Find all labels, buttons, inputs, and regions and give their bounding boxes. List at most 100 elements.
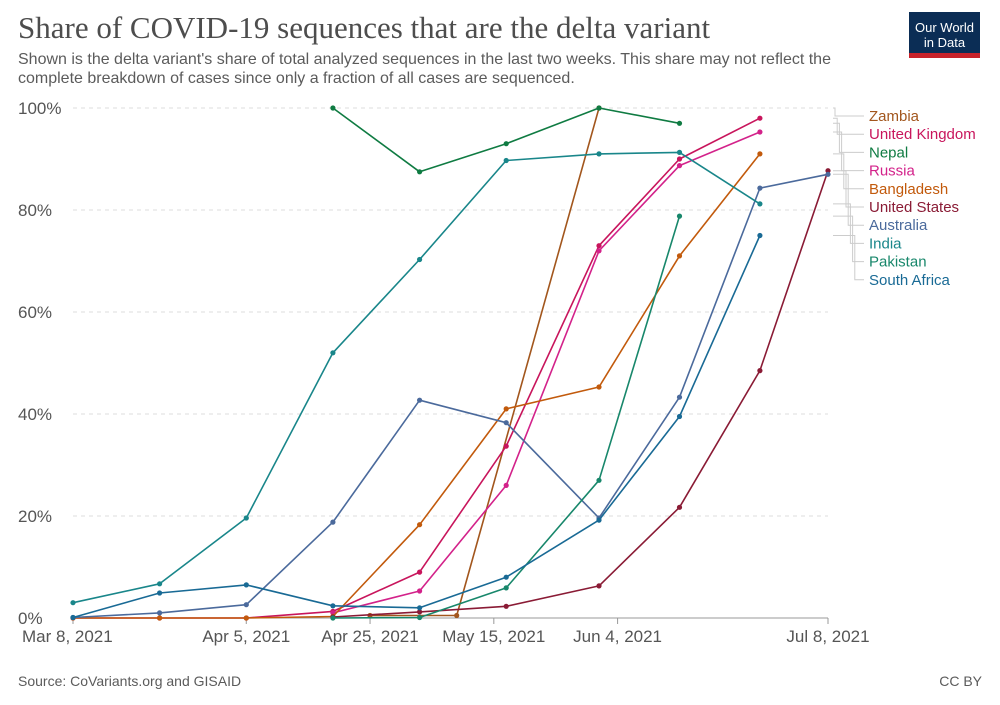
legend-item-south-africa[interactable]: South Africa	[833, 235, 951, 289]
series-line-bangladesh[interactable]	[73, 153, 761, 619]
legend-label[interactable]: Australia	[869, 217, 928, 234]
data-point-bangladesh[interactable]	[757, 151, 763, 157]
source-note[interactable]: Source: CoVariants.org and GISAID	[18, 673, 242, 689]
legend-item-russia[interactable]: Russia	[833, 131, 916, 180]
data-point-zambia[interactable]	[454, 612, 460, 619]
data-point-russia[interactable]	[596, 248, 602, 254]
data-point-pakistan[interactable]	[596, 477, 602, 483]
data-point-australia[interactable]	[243, 602, 249, 608]
data-point-south-africa[interactable]	[70, 614, 76, 621]
x-tick-label: Jul 8, 2021	[786, 627, 869, 646]
data-point-south-africa[interactable]	[596, 517, 602, 523]
legend-label[interactable]: United States	[869, 199, 959, 216]
legend-label[interactable]: Zambia	[869, 108, 920, 125]
data-point-united-kingdom[interactable]	[417, 569, 423, 575]
series-line-united-kingdom[interactable]	[73, 117, 761, 619]
data-point-australia[interactable]	[417, 397, 423, 403]
data-point-india[interactable]	[757, 201, 763, 207]
data-point-nepal[interactable]	[596, 105, 602, 111]
data-point-united-kingdom[interactable]	[596, 243, 602, 249]
data-point-united-states[interactable]	[503, 603, 509, 609]
data-point-united-kingdom[interactable]	[757, 115, 763, 121]
data-point-australia[interactable]	[825, 171, 831, 177]
data-point-nepal[interactable]	[330, 105, 336, 111]
data-point-pakistan[interactable]	[676, 213, 683, 219]
data-point-south-africa[interactable]	[157, 590, 163, 596]
series-russia[interactable]	[330, 129, 763, 616]
legend-item-nepal[interactable]: Nepal	[833, 122, 908, 161]
legend-label[interactable]: Nepal	[869, 144, 908, 161]
data-point-united-states[interactable]	[596, 583, 602, 589]
data-point-bangladesh[interactable]	[417, 522, 423, 528]
data-point-bangladesh[interactable]	[503, 406, 509, 412]
data-point-south-africa[interactable]	[417, 605, 423, 611]
legend-label[interactable]: Pakistan	[869, 254, 927, 271]
legend-item-united-states[interactable]: United States	[833, 170, 959, 216]
data-point-united-kingdom[interactable]	[503, 443, 509, 449]
data-point-bangladesh[interactable]	[243, 615, 249, 621]
legend-item-zambia[interactable]: Zambia	[833, 107, 920, 125]
data-point-india[interactable]	[243, 515, 249, 521]
data-point-india[interactable]	[330, 350, 336, 356]
data-point-south-africa[interactable]	[330, 603, 336, 609]
data-point-united-states[interactable]	[676, 504, 683, 510]
data-point-australia[interactable]	[676, 394, 683, 400]
legend-item-united-kingdom[interactable]: United Kingdom	[833, 117, 976, 143]
data-point-pakistan[interactable]	[503, 585, 509, 591]
data-point-bangladesh[interactable]	[676, 253, 683, 259]
data-point-india[interactable]	[70, 600, 76, 606]
series-bangladesh[interactable]	[70, 151, 763, 621]
series-line-australia[interactable]	[72, 173, 829, 619]
data-point-south-africa[interactable]	[243, 582, 249, 588]
legend-label[interactable]: Russia	[869, 163, 916, 180]
data-point-russia[interactable]	[757, 129, 763, 135]
series-pakistan[interactable]	[330, 213, 683, 621]
data-point-australia[interactable]	[157, 610, 163, 616]
data-point-nepal[interactable]	[503, 141, 509, 147]
data-point-pakistan[interactable]	[417, 614, 423, 621]
data-point-bangladesh[interactable]	[596, 384, 602, 390]
data-point-nepal[interactable]	[417, 169, 423, 175]
data-point-south-africa[interactable]	[676, 413, 683, 420]
series-south-africa[interactable]	[70, 232, 763, 621]
legend-item-india[interactable]: India	[833, 203, 902, 253]
series-united-states[interactable]	[330, 168, 831, 620]
data-point-united-kingdom[interactable]	[676, 156, 683, 162]
data-point-bangladesh[interactable]	[157, 615, 163, 621]
legend-label[interactable]: India	[869, 235, 902, 252]
legend-label[interactable]: South Africa	[869, 272, 951, 289]
legend-item-pakistan[interactable]: Pakistan	[833, 215, 927, 271]
series-line-united-states[interactable]	[332, 170, 829, 618]
series-line-india[interactable]	[72, 151, 761, 604]
data-point-south-africa[interactable]	[503, 574, 509, 580]
series-india[interactable]	[70, 149, 763, 606]
legend-label[interactable]: United Kingdom	[869, 126, 976, 143]
data-point-australia[interactable]	[757, 185, 763, 191]
data-point-united-states[interactable]	[757, 368, 763, 374]
data-point-united-states[interactable]	[825, 168, 831, 174]
data-point-india[interactable]	[417, 256, 423, 263]
data-point-south-africa[interactable]	[757, 232, 763, 239]
data-point-india[interactable]	[596, 151, 602, 157]
data-point-pakistan[interactable]	[330, 615, 336, 621]
data-point-australia[interactable]	[330, 519, 336, 525]
data-point-russia[interactable]	[676, 163, 683, 169]
data-point-india[interactable]	[676, 149, 683, 155]
data-point-india[interactable]	[503, 157, 509, 164]
series-nepal[interactable]	[330, 105, 683, 175]
series-line-russia[interactable]	[332, 131, 761, 614]
owid-logo[interactable]: Our World in Data	[909, 12, 980, 58]
data-point-russia[interactable]	[503, 482, 509, 488]
legend-item-australia[interactable]: Australia	[833, 173, 928, 234]
data-point-russia[interactable]	[417, 588, 423, 594]
legend-label[interactable]: Bangladesh	[869, 181, 948, 198]
data-point-australia[interactable]	[503, 420, 509, 426]
series-zambia[interactable]	[367, 105, 602, 619]
data-point-nepal[interactable]	[676, 120, 683, 126]
series-united-kingdom[interactable]	[70, 115, 763, 621]
logo-line-1: Our World	[915, 20, 974, 35]
data-point-united-states[interactable]	[417, 609, 423, 615]
license-label[interactable]: CC BY	[939, 673, 982, 689]
data-point-india[interactable]	[157, 581, 163, 587]
legend-item-bangladesh[interactable]: Bangladesh	[833, 153, 948, 198]
